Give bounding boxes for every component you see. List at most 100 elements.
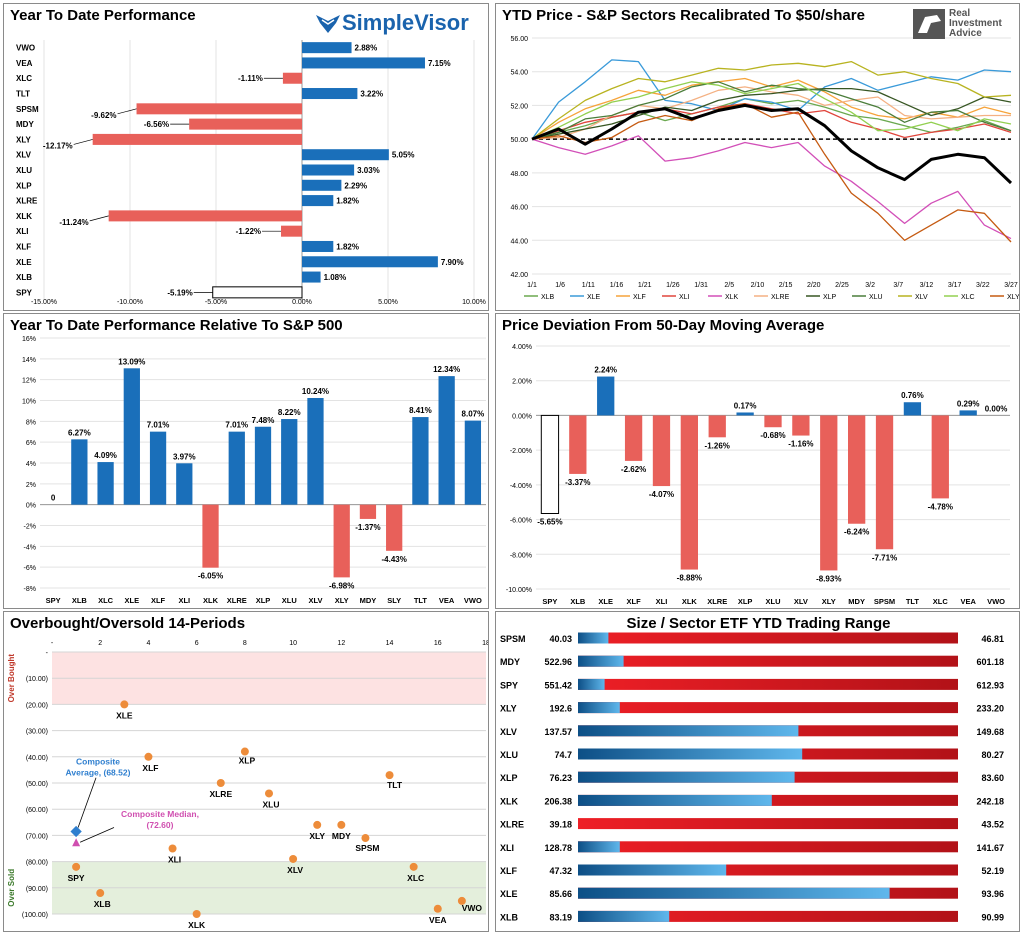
category-label: VWO (16, 44, 35, 53)
category-label: XLRE (227, 596, 247, 605)
bar-xlv (792, 415, 810, 436)
point-label: VWO (462, 903, 483, 913)
y-tick-label: - (46, 650, 49, 657)
bar-xlb (569, 415, 587, 474)
bar-tlt (302, 88, 358, 100)
data-label: 0 (51, 494, 56, 503)
x-tick-label: 2/20 (807, 282, 821, 289)
legend-label: XLRE (771, 294, 790, 301)
bar-xlk (202, 504, 219, 568)
point-label: XLY (309, 831, 325, 841)
bar-xlf (302, 240, 334, 252)
category-label: XLV (794, 597, 808, 606)
x-tick-label: 10 (289, 640, 297, 647)
data-label: -3.37% (565, 478, 590, 487)
eagle-head-icon (913, 9, 945, 39)
category-label: TLT (414, 596, 428, 605)
category-label: VWO (987, 597, 1005, 606)
data-label: -12.17% (43, 141, 73, 150)
ticker-label: XLU (500, 750, 518, 760)
legend-label: XLY (1007, 294, 1020, 301)
category-label: XLV (308, 596, 322, 605)
y-tick-label: 6% (26, 440, 36, 447)
data-label: 0.00% (985, 404, 1008, 413)
y-tick-label: (70.00) (26, 833, 48, 840)
data-label: 3.03% (357, 166, 380, 175)
y-tick-label: (20.00) (26, 702, 48, 709)
data-label: 13.09% (118, 357, 145, 366)
x-tick-label: 1/26 (666, 282, 680, 289)
y-tick-label: 8% (26, 419, 36, 426)
x-tick-label: 3/22 (976, 282, 990, 289)
data-label: 0.29% (957, 399, 980, 408)
bar-xlf (149, 431, 167, 505)
category-label: SPY (16, 288, 33, 297)
x-tick-label: 16 (434, 640, 442, 647)
y-tick-label: -8% (24, 586, 36, 593)
category-label: XLE (125, 596, 140, 605)
eagle-icon (316, 15, 340, 33)
data-label: 7.48% (252, 416, 275, 425)
y-tick-label: 4.00% (512, 344, 532, 351)
bar-tlt (412, 417, 429, 505)
range-fill-xlp (578, 771, 795, 783)
point-xlb (96, 889, 105, 898)
high-value: 141.67 (976, 843, 1004, 853)
category-label: XLK (682, 597, 698, 606)
x-tick-label: -10.00% (117, 299, 143, 306)
point-label: XLU (263, 799, 280, 809)
high-value: 612.93 (976, 680, 1004, 690)
category-label: XLU (766, 597, 781, 606)
data-label: 10.24% (302, 387, 329, 396)
bar-xle (302, 256, 438, 268)
x-tick-label: 2 (98, 640, 102, 647)
series-line-xlc (531, 81, 1012, 140)
bar-xlf (624, 415, 643, 461)
trading-range-title: Size / Sector ETF YTD Trading Range (626, 615, 891, 632)
point-xli (168, 844, 177, 853)
low-value: 83.19 (549, 912, 572, 922)
data-label: -4.78% (928, 502, 953, 511)
y-tick-label: (90.00) (26, 886, 48, 893)
bar-sly (386, 504, 403, 551)
x-tick-label: -5.00% (205, 299, 227, 306)
series-line-xlp (531, 87, 1012, 140)
series-line-xly (531, 103, 1012, 243)
y-tick-label: (60.00) (26, 807, 48, 814)
data-label: 1.08% (324, 273, 347, 282)
high-value: 83.60 (981, 773, 1004, 783)
range-bar-xli (578, 841, 958, 853)
point-label: XLC (407, 873, 424, 883)
range-fill-xlu (578, 748, 803, 760)
bar-xlc (931, 415, 949, 499)
range-bar-spy (578, 678, 958, 690)
data-label: -5.19% (167, 288, 192, 297)
category-label: SPY (46, 596, 61, 605)
category-label: XLY (16, 135, 31, 144)
point-label: MDY (332, 831, 351, 841)
y-tick-label: -4.00% (510, 483, 532, 490)
data-label: 2.29% (344, 181, 367, 190)
y-tick-label: 10% (22, 399, 36, 406)
legend-label: XLI (679, 294, 690, 301)
point-xle (120, 700, 129, 709)
data-label: 5.05% (392, 151, 415, 160)
category-label: XLF (627, 597, 642, 606)
ytd-performance-chart: -15.00% -10.00% -5.00% 0.00% 5.00% 10.00% VWO 2… (16, 40, 486, 306)
data-label: 3.97% (173, 452, 196, 461)
x-tick-label: 12 (337, 640, 345, 647)
high-value: 233.20 (976, 704, 1004, 714)
category-label: XLY (335, 596, 349, 605)
low-value: 551.42 (544, 680, 572, 690)
point-label: XLE (116, 710, 133, 720)
y-tick-label: 0% (26, 503, 36, 510)
range-fill-xly (578, 702, 620, 714)
x-tick-label: 3/12 (920, 282, 934, 289)
bar-xlp (254, 426, 272, 505)
high-value: 43.52 (981, 820, 1004, 830)
y-tick-label: (30.00) (26, 729, 48, 736)
y-tick-label: 56.00 (510, 36, 528, 43)
legend-label: XLP (823, 294, 837, 301)
y-tick-label: 16% (22, 336, 36, 343)
bar-vea (959, 410, 977, 416)
